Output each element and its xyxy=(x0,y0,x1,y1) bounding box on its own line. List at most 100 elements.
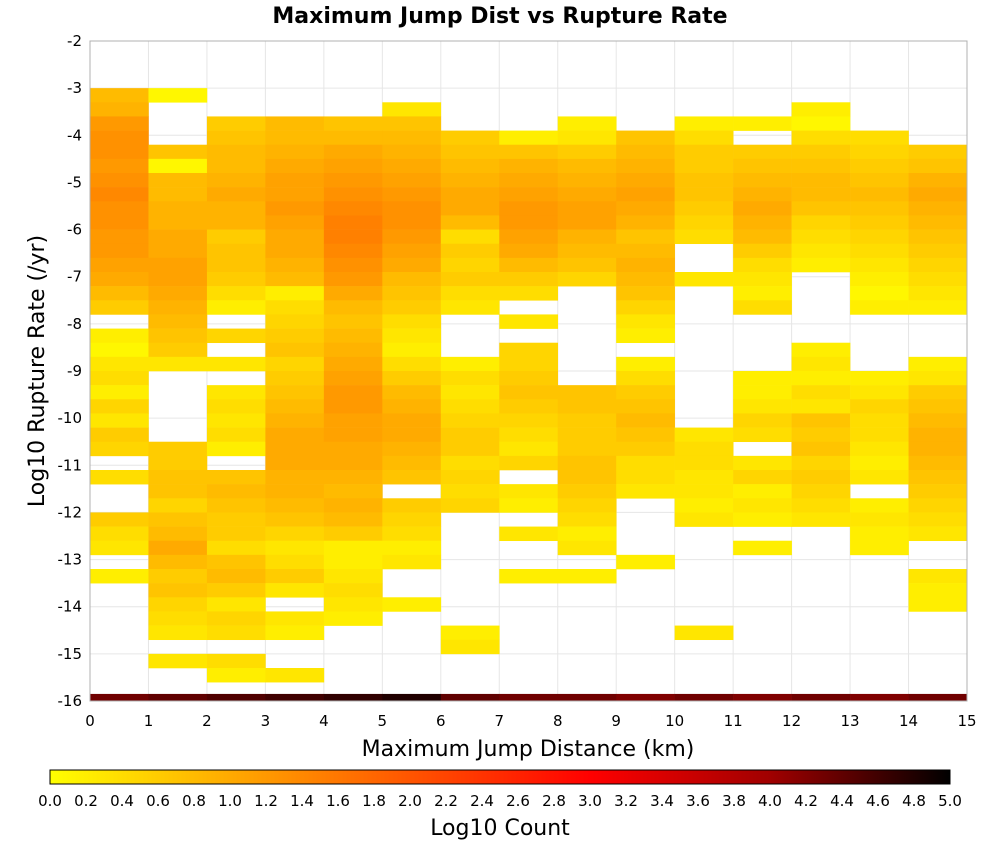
heatmap-cell xyxy=(382,427,442,443)
heatmap-cell xyxy=(382,356,442,372)
heatmap-cell xyxy=(908,413,968,428)
heatmap-cell-bottom xyxy=(90,693,149,701)
heatmap-cell xyxy=(616,173,675,188)
heatmap-cell xyxy=(733,470,792,485)
colorbar-tick-label: 2.2 xyxy=(434,792,458,810)
y-tick-label: -2 xyxy=(67,32,82,50)
heatmap-cell xyxy=(148,144,208,160)
heatmap-cell xyxy=(206,540,266,556)
heatmap-cell xyxy=(382,102,442,117)
heatmap-cell xyxy=(265,342,325,358)
x-tick-label: 8 xyxy=(553,712,563,730)
heatmap-cell xyxy=(265,356,325,372)
heatmap-cell xyxy=(265,441,325,457)
heatmap-cell xyxy=(206,130,266,146)
heatmap-cell xyxy=(148,300,208,315)
heatmap-cell xyxy=(148,187,208,202)
heatmap-cell xyxy=(323,215,383,230)
heatmap-cell xyxy=(733,371,792,386)
heatmap-cell xyxy=(323,356,383,372)
heatmap-cell xyxy=(557,187,617,202)
heatmap-cell xyxy=(265,371,325,386)
x-tick-label: 11 xyxy=(724,712,743,730)
heatmap-cell xyxy=(908,484,968,499)
heatmap-cell xyxy=(323,498,383,513)
heatmap-cell xyxy=(499,215,559,230)
heatmap-cell xyxy=(499,187,559,202)
heatmap-cell xyxy=(850,399,909,414)
heatmap-cell xyxy=(499,441,559,457)
heatmap-cell xyxy=(850,455,909,471)
heatmap-cell xyxy=(850,257,909,273)
x-axis-label: Maximum Jump Distance (km) xyxy=(362,737,695,762)
heatmap-cell xyxy=(206,569,266,584)
x-tick-label: 4 xyxy=(319,712,329,730)
heatmap-cell xyxy=(791,470,851,485)
heatmap-cell xyxy=(908,144,968,160)
heatmap-cell xyxy=(557,441,617,457)
y-tick-label: -15 xyxy=(58,645,83,663)
heatmap-cell xyxy=(148,540,208,556)
heatmap-cell xyxy=(382,470,442,485)
heatmap-cell xyxy=(90,173,149,188)
heatmap-cell xyxy=(206,611,266,626)
heatmap-cell xyxy=(206,625,266,641)
heatmap-cell xyxy=(733,215,792,230)
heatmap-cell xyxy=(616,399,675,414)
heatmap-cell xyxy=(148,342,208,358)
heatmap-cell xyxy=(323,441,383,457)
heatmap-cell xyxy=(90,512,149,527)
heatmap-cell xyxy=(265,229,325,245)
heatmap-cell xyxy=(733,427,792,443)
heatmap-cell xyxy=(265,215,325,230)
heatmap-cell xyxy=(382,526,442,542)
heatmap-cell xyxy=(265,583,325,598)
heatmap-cell xyxy=(791,144,851,160)
y-tick-label: -6 xyxy=(67,221,82,239)
heatmap-cell xyxy=(908,399,968,414)
heatmap-cell xyxy=(440,201,500,216)
heatmap-cell xyxy=(850,470,909,485)
heatmap-cell xyxy=(90,286,149,301)
y-tick-labels: -2 -3 -4 -5 -6 -7 -8 -9 -10 -11 -12 -13 -14 -15 -16 xyxy=(58,32,83,710)
heatmap-cell xyxy=(616,441,675,457)
colorbar-tick-label: 3.4 xyxy=(650,792,674,810)
heatmap-cell xyxy=(908,173,968,188)
heatmap-cell xyxy=(148,215,208,230)
heatmap-cell xyxy=(148,229,208,245)
heatmap-cell xyxy=(265,484,325,499)
heatmap-cell xyxy=(323,399,383,414)
chart-title: Maximum Jump Dist vs Rupture Rate xyxy=(272,4,727,29)
heatmap-cell xyxy=(499,413,559,428)
heatmap-cell xyxy=(148,526,208,542)
heatmap-cell xyxy=(674,441,734,457)
heatmap-cell xyxy=(90,413,149,428)
heatmap-cell xyxy=(206,116,266,131)
heatmap-cell xyxy=(148,583,208,598)
heatmap-cell xyxy=(557,385,617,400)
y-tick-label: -3 xyxy=(67,79,82,97)
x-tick-label: 0 xyxy=(85,712,95,730)
heatmap-cell xyxy=(265,257,325,273)
heatmap-cell xyxy=(206,441,266,457)
y-tick-label: -4 xyxy=(67,126,82,144)
heatmap-cell xyxy=(850,441,909,457)
heatmap-cell xyxy=(265,187,325,202)
heatmap-cell xyxy=(90,569,149,584)
heatmap-cell xyxy=(440,187,500,202)
heatmap-cell xyxy=(265,512,325,527)
heatmap-cell xyxy=(616,215,675,230)
x-tick-label: 6 xyxy=(436,712,446,730)
heatmap-cell xyxy=(733,116,792,131)
heatmap-cell xyxy=(90,229,149,245)
heatmap-cell xyxy=(499,201,559,216)
heatmap-cell xyxy=(733,272,792,287)
heatmap-cell xyxy=(557,413,617,428)
y-tick-label: -13 xyxy=(58,551,83,569)
heatmap-cell xyxy=(499,314,559,329)
heatmap-cell xyxy=(908,569,968,584)
heatmap-cell xyxy=(791,215,851,230)
heatmap-cell xyxy=(148,498,208,513)
heatmap-cell xyxy=(850,130,909,146)
